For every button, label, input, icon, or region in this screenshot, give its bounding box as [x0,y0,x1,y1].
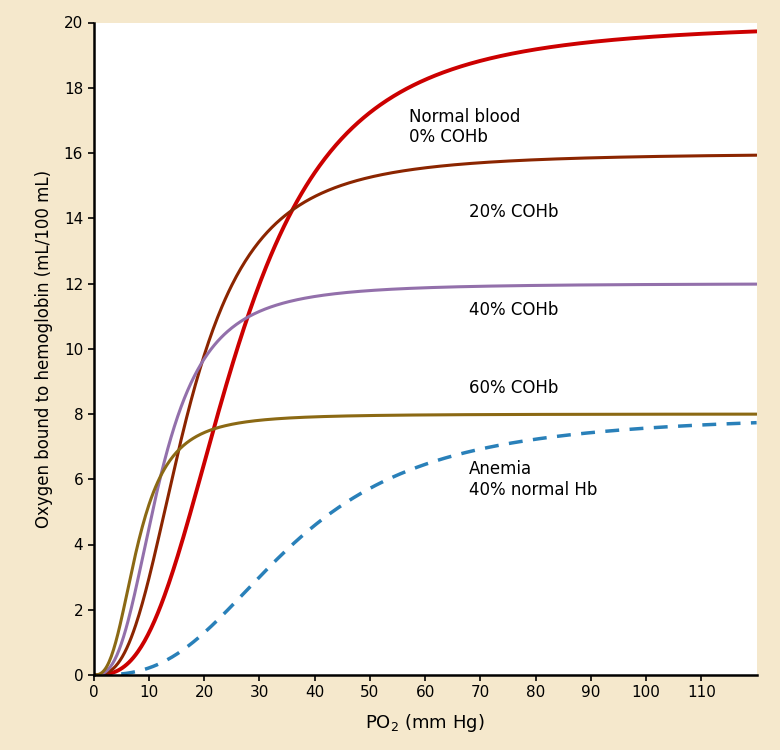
Y-axis label: Oxygen bound to hemoglobin (mL/100 mL): Oxygen bound to hemoglobin (mL/100 mL) [34,170,53,528]
Text: 20% COHb: 20% COHb [470,202,558,220]
Text: 40% COHb: 40% COHb [470,301,558,319]
Text: Anemia
40% normal Hb: Anemia 40% normal Hb [470,460,597,499]
Text: Normal blood
0% COHb: Normal blood 0% COHb [409,107,520,146]
Text: 60% COHb: 60% COHb [470,379,558,397]
X-axis label: PO$_2$ (mm Hg): PO$_2$ (mm Hg) [365,712,485,734]
